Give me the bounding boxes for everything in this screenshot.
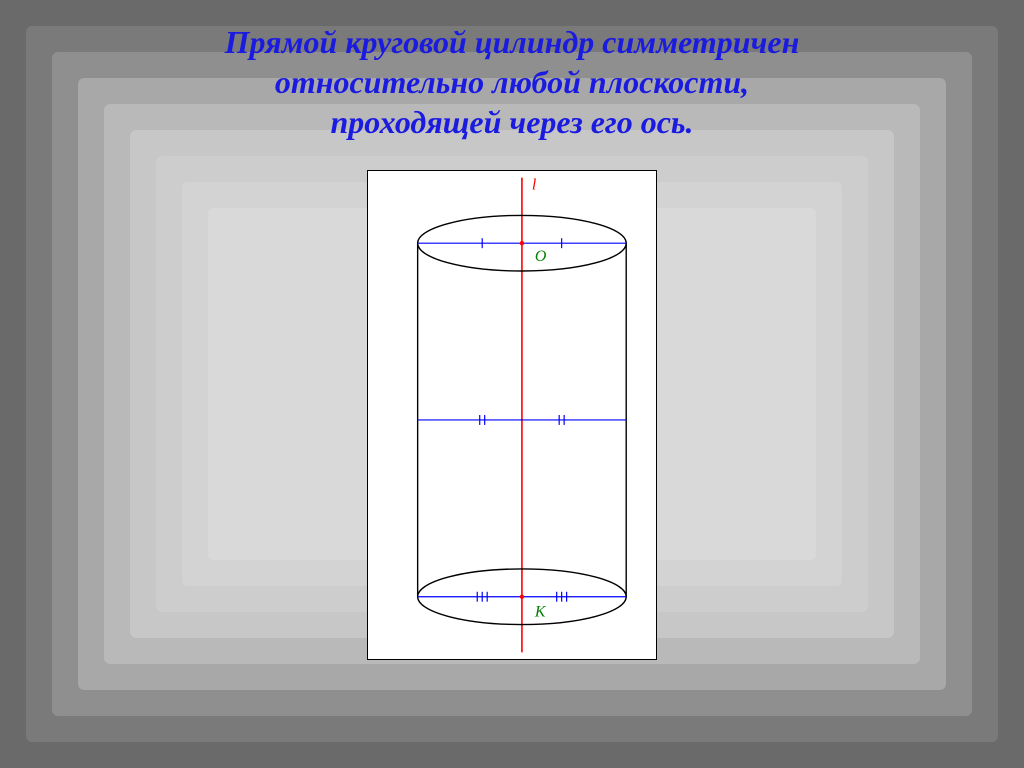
- center-point-bottom: [520, 595, 524, 599]
- figure-panel: O Kl: [367, 170, 657, 660]
- title-line-3: проходящей через его ось.: [330, 104, 693, 140]
- slide-title: Прямой круговой цилиндр симметричен отно…: [185, 22, 840, 142]
- slide: Прямой круговой цилиндр симметричен отно…: [0, 0, 1024, 768]
- cylinder-diagram: O Kl: [368, 171, 656, 659]
- title-line-1: Прямой круговой цилиндр симметричен: [225, 24, 800, 60]
- center-label-K: K: [534, 604, 547, 621]
- center-label-O: O: [535, 248, 547, 265]
- center-point-top: [520, 241, 524, 245]
- title-line-2: относительно любой плоскости,: [275, 64, 749, 100]
- axis-label-l: l: [532, 177, 537, 194]
